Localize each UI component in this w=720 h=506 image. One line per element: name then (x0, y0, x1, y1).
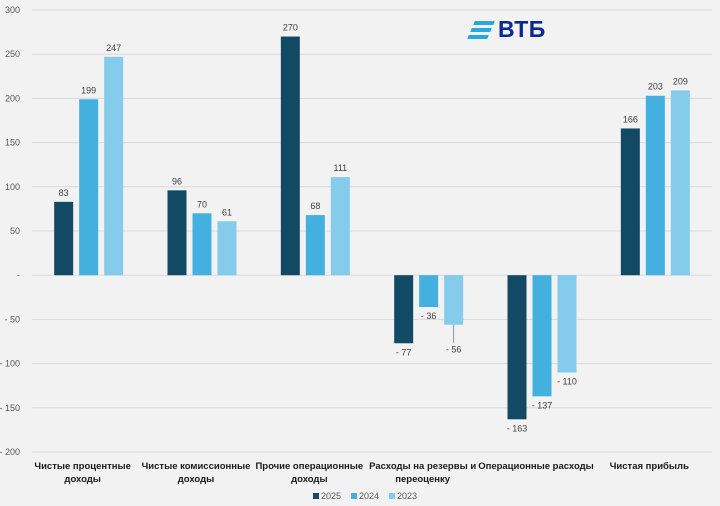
data-label-2023: 111 (333, 163, 347, 173)
data-label-2025: 83 (59, 188, 69, 198)
legend-label-2023: 2023 (397, 491, 417, 501)
y-tick-label: 50 (10, 226, 20, 236)
category-label: Прочие операционные (255, 461, 363, 472)
category-label: Чистые комиссионные (142, 461, 251, 472)
category-label: переоценку (395, 474, 451, 485)
category-label: доходы (291, 474, 327, 485)
y-tick-label: - 150 (0, 403, 20, 413)
y-tick-label: 100 (5, 182, 20, 192)
data-label-2024: 68 (310, 201, 320, 211)
data-label-2024: 203 (648, 82, 663, 92)
bar-2025 (167, 190, 187, 276)
bar-2024 (532, 275, 552, 397)
legend-label-2024: 2024 (359, 491, 379, 501)
category-label: Операционные расходы (478, 461, 594, 472)
y-tick-label: - 100 (0, 359, 20, 369)
bar-2024 (419, 275, 439, 308)
data-label-2025: 96 (172, 176, 182, 186)
y-tick-label: - (17, 270, 20, 280)
bar-2024 (192, 213, 212, 276)
data-label-2023: 209 (673, 76, 688, 86)
bar-2024 (305, 215, 325, 276)
bar-2024 (79, 99, 99, 276)
y-tick-label: 300 (5, 5, 20, 15)
y-tick-label: 200 (5, 93, 20, 103)
y-tick-label: - 200 (0, 447, 20, 457)
data-label-2025: - 163 (507, 423, 528, 433)
category-label: Чистая прибыль (610, 461, 689, 472)
bar-2023 (330, 177, 350, 276)
data-label-2024: - 137 (532, 400, 553, 410)
bar-2025 (620, 128, 640, 276)
y-tick-label: - 50 (4, 314, 20, 324)
vtb-stripes-icon (467, 20, 495, 39)
data-label-2024: 199 (81, 85, 96, 95)
data-label-2025: 166 (623, 114, 638, 124)
legend-swatch-2024 (351, 493, 357, 499)
data-label-2024: 70 (197, 199, 207, 209)
bar-2025 (54, 201, 74, 276)
category-label: Чистые процентные (34, 461, 130, 472)
bar-2024 (645, 95, 665, 276)
data-label-2023: - 56 (446, 345, 462, 355)
legend-label-2025: 2025 (321, 491, 341, 501)
bar-2023 (557, 275, 577, 373)
data-label-2023: 61 (222, 207, 232, 217)
category-label: доходы (64, 474, 100, 485)
y-tick-label: 250 (5, 49, 20, 59)
category-label: доходы (178, 474, 214, 485)
bar-2025 (394, 275, 414, 344)
legend-swatch-2023 (389, 493, 395, 499)
vtb-logo: ВТБ (467, 16, 546, 43)
bar-2025 (507, 275, 527, 420)
bar-2023 (104, 56, 124, 276)
data-label-2024: - 36 (421, 311, 437, 321)
bar-2023 (444, 275, 464, 325)
y-tick-label: 150 (5, 138, 20, 148)
bar-2025 (280, 36, 300, 276)
data-label-2025: 270 (283, 23, 298, 33)
bar-2023 (670, 90, 690, 276)
bar-2023 (217, 221, 237, 276)
data-label-2023: - 110 (557, 376, 577, 386)
vtb-logo-text: ВТБ (498, 16, 546, 42)
data-label-2025: - 77 (396, 347, 412, 357)
legend-swatch-2025 (313, 493, 319, 499)
data-label-2023: 247 (106, 43, 121, 53)
category-label: Расходы на резервы и (369, 461, 476, 472)
